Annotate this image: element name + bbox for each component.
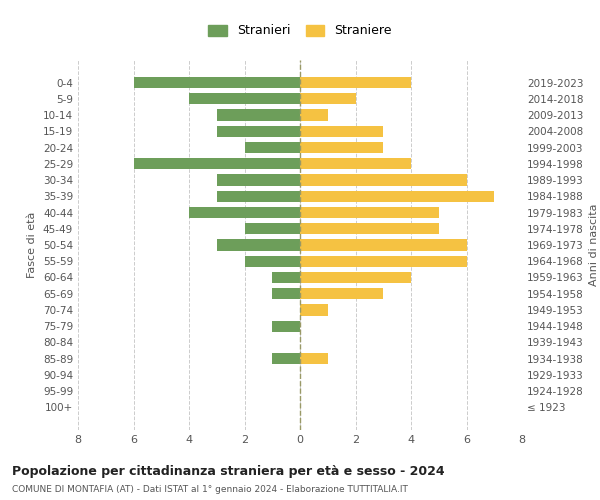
Bar [217,110,300,120]
Bar [300,77,411,88]
Bar [300,256,467,267]
Bar [217,240,300,250]
Bar [272,320,300,332]
Bar [217,190,300,202]
Text: COMUNE DI MONTAFIA (AT) - Dati ISTAT al 1° gennaio 2024 - Elaborazione TUTTITALI: COMUNE DI MONTAFIA (AT) - Dati ISTAT al … [12,485,408,494]
Bar [300,142,383,153]
Bar [245,223,300,234]
Bar [300,190,494,202]
Text: Popolazione per cittadinanza straniera per età e sesso - 2024: Popolazione per cittadinanza straniera p… [12,465,445,478]
Bar [133,158,300,170]
Bar [300,272,411,283]
Bar [217,174,300,186]
Bar [189,93,300,104]
Bar [300,126,383,137]
Bar [189,207,300,218]
Bar [217,126,300,137]
Bar [300,353,328,364]
Bar [300,93,355,104]
Bar [300,304,328,316]
Bar [245,256,300,267]
Bar [300,158,411,170]
Bar [300,174,467,186]
Y-axis label: Anni di nascita: Anni di nascita [589,204,599,286]
Bar [300,288,383,300]
Bar [272,288,300,300]
Legend: Stranieri, Straniere: Stranieri, Straniere [202,18,398,44]
Bar [272,272,300,283]
Bar [245,142,300,153]
Bar [133,77,300,88]
Y-axis label: Fasce di età: Fasce di età [28,212,37,278]
Bar [272,353,300,364]
Bar [300,207,439,218]
Bar [300,240,467,250]
Bar [300,110,328,120]
Bar [300,223,439,234]
